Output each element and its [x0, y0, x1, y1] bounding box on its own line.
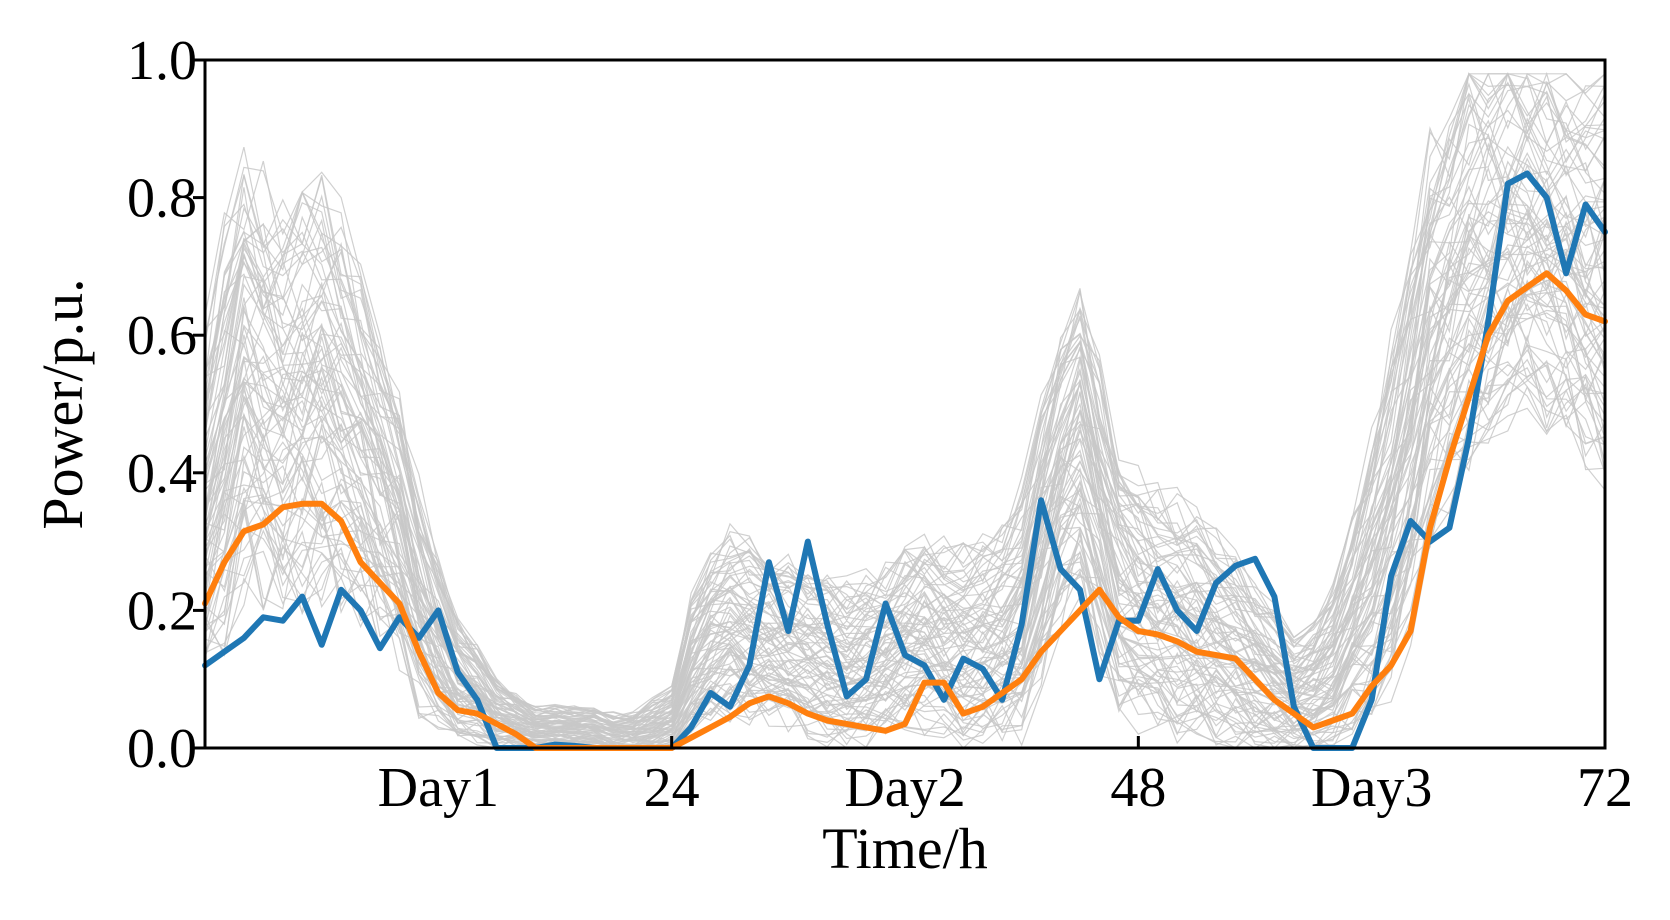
y-tick-label: 1.0 [127, 30, 197, 92]
scenario-line [204, 342, 1606, 749]
scenario-line [204, 72, 1606, 718]
y-tick-label: 0.0 [127, 718, 197, 780]
series-line-2 [202, 270, 1608, 751]
scenario-line [204, 249, 1606, 743]
scenario-line [204, 122, 1606, 727]
scenario-line [204, 361, 1606, 749]
scenario-line [204, 166, 1606, 734]
scenario-line [204, 262, 1606, 748]
scenario-line [204, 328, 1606, 748]
plot-frame [203, 58, 1607, 750]
scenario-line [204, 109, 1606, 728]
tick-layer: 0.0 0.2 0.4 0.6 0.8 1.0 24 48 72 Day1 Day2 Day3 [127, 30, 1633, 819]
series-layer [202, 170, 1608, 751]
scenario-line [204, 95, 1606, 723]
scenario-line [204, 195, 1606, 731]
x-axis-label: Time/h [822, 816, 987, 881]
scenario-line [204, 175, 1606, 735]
y-tick-label: 0.8 [127, 168, 197, 230]
y-tick-label: 0.4 [127, 443, 197, 505]
scenario-line [204, 71, 1606, 722]
scenario-line [204, 164, 1606, 732]
x-day-label: Day1 [378, 757, 499, 819]
x-tick-label: 48 [1110, 757, 1166, 819]
x-tick-label: 72 [1577, 757, 1633, 819]
series-line-1 [202, 170, 1608, 751]
scenario-line [204, 294, 1606, 749]
y-axis-label: Power/p.u. [30, 278, 95, 529]
scenario-line [204, 72, 1606, 720]
x-day-label: Day2 [844, 757, 965, 819]
y-tick-label: 0.6 [127, 305, 197, 367]
scenario-line [204, 179, 1606, 731]
x-tick-label: 24 [644, 757, 700, 819]
x-day-label: Day3 [1311, 757, 1432, 819]
y-tick-label: 0.2 [127, 580, 197, 642]
scenario-line [204, 312, 1606, 749]
scenario-line [204, 220, 1606, 734]
